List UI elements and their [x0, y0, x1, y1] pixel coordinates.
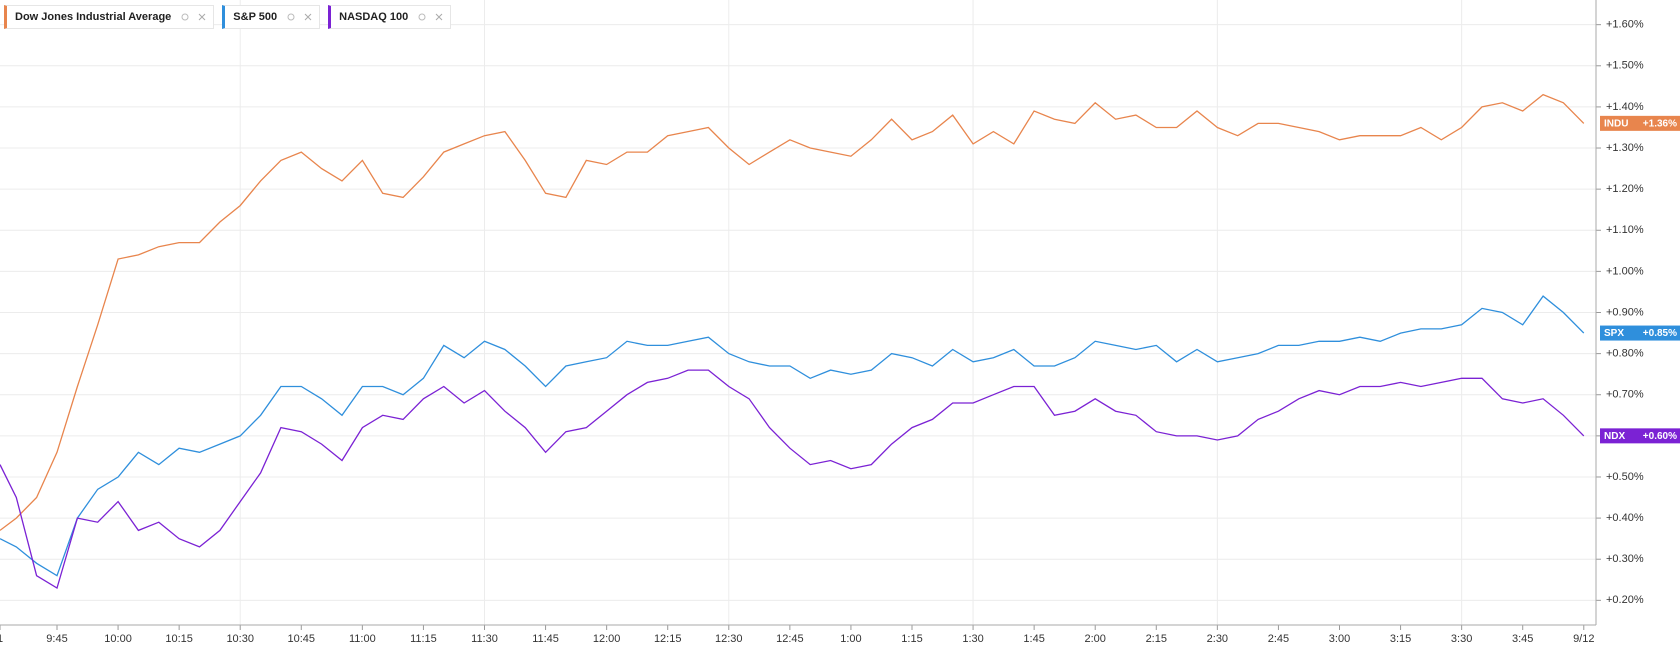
x-tick-label: 3:30	[1451, 633, 1472, 645]
x-tick-label: 9:45	[46, 633, 67, 645]
x-tick-label: 12:45	[776, 633, 804, 645]
legend: Dow Jones Industrial Average S&P 500 NASDA…	[4, 5, 452, 29]
y-tick-label: +0.50%	[1606, 471, 1644, 483]
remove-icon[interactable]	[304, 13, 312, 21]
y-tick-label: +0.30%	[1606, 553, 1644, 565]
remove-icon[interactable]	[198, 13, 206, 21]
x-tick-label: 2:45	[1268, 633, 1289, 645]
legend-item[interactable]: Dow Jones Industrial Average	[4, 5, 215, 29]
end-label-box	[1600, 115, 1680, 131]
end-label: SPX +0.85%	[1600, 325, 1680, 341]
legend-icons[interactable]	[418, 12, 444, 22]
x-tick-label: 11:15	[410, 633, 437, 645]
end-label-value: +1.36%	[1643, 118, 1677, 129]
legend-item[interactable]: NASDAQ 100	[328, 5, 452, 29]
x-tick-label: 11:00	[349, 633, 376, 645]
x-tick-label: 1	[0, 633, 3, 645]
x-tick-label: 12:30	[715, 633, 743, 645]
y-tick-label: +0.80%	[1606, 348, 1644, 360]
end-label-value: +0.60%	[1643, 431, 1677, 442]
x-tick-label: 1:15	[901, 633, 922, 645]
end-label-ticker: INDU	[1604, 118, 1628, 129]
end-label-box	[1600, 428, 1680, 444]
y-tick-label: +1.30%	[1606, 142, 1644, 154]
end-label: INDU +1.36%	[1600, 115, 1680, 131]
x-tick-label: 1:30	[962, 633, 983, 645]
end-label-ticker: NDX	[1604, 431, 1625, 442]
y-tick-label: +0.40%	[1606, 512, 1644, 524]
visibility-icon[interactable]	[181, 13, 189, 21]
line-series	[0, 369, 1585, 589]
y-tick-label: +1.10%	[1606, 224, 1644, 236]
x-tick-label: 2:30	[1207, 633, 1228, 645]
x-tick-label: 12:15	[654, 633, 682, 645]
y-tick-label: +1.20%	[1606, 183, 1644, 195]
end-label-ticker: SPX	[1604, 328, 1624, 339]
x-tick-label: 1:45	[1023, 633, 1044, 645]
x-tick-label: 9/12	[1573, 633, 1594, 645]
y-tick-label: +1.40%	[1606, 101, 1644, 113]
remove-icon[interactable]	[435, 13, 443, 21]
x-tick-label: 2:15	[1146, 633, 1167, 645]
y-tick-label: +0.90%	[1606, 306, 1644, 318]
x-tick-label: 11:45	[532, 633, 559, 645]
x-tick-label: 10:15	[165, 633, 193, 645]
line-series	[0, 93, 1585, 531]
legend-label: Dow Jones Industrial Average	[15, 11, 172, 23]
y-tick-label: +1.50%	[1606, 60, 1644, 72]
y-tick-label: +1.00%	[1606, 265, 1644, 277]
y-tick-label: +0.20%	[1606, 594, 1644, 606]
end-label-value: +0.85%	[1643, 328, 1677, 339]
x-tick-label: 2:00	[1085, 633, 1106, 645]
x-tick-label: 1:00	[840, 633, 861, 645]
visibility-icon[interactable]	[287, 13, 295, 21]
legend-icons[interactable]	[181, 12, 207, 22]
x-tick-label: 12:00	[593, 633, 621, 645]
legend-item[interactable]: S&P 500	[222, 5, 321, 29]
y-tick-label: +0.70%	[1606, 389, 1644, 401]
x-tick-label: 10:00	[104, 633, 132, 645]
x-tick-label: 10:45	[288, 633, 316, 645]
y-tick-label: +1.60%	[1606, 19, 1644, 31]
legend-label: NASDAQ 100	[339, 11, 409, 23]
x-tick-label: 10:30	[226, 633, 254, 645]
end-label-box	[1600, 325, 1680, 341]
x-tick-label: 3:45	[1512, 633, 1533, 645]
x-tick-label: 3:00	[1329, 633, 1350, 645]
x-tick-label: 3:15	[1390, 633, 1411, 645]
end-label: NDX +0.60%	[1600, 428, 1680, 444]
legend-icons[interactable]	[287, 12, 313, 22]
visibility-icon[interactable]	[418, 13, 426, 21]
x-tick-label: 11:30	[471, 633, 498, 645]
legend-label: S&P 500	[233, 11, 278, 23]
line-series	[0, 295, 1585, 577]
